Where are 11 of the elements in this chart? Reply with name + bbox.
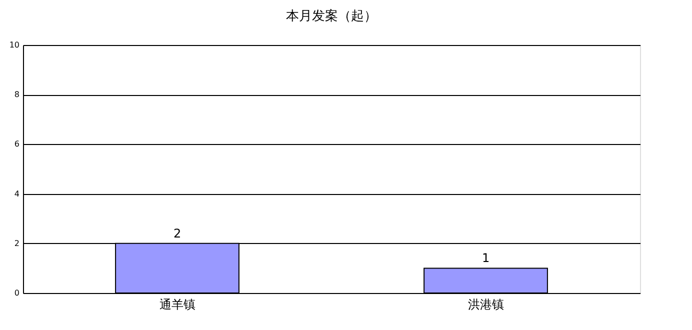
- y-tick-label: 0: [14, 288, 20, 298]
- y-tick-label: 2: [14, 238, 20, 248]
- y-tick-label: 4: [14, 189, 20, 198]
- y-tick-label: 8: [14, 90, 20, 100]
- data-label: 1: [482, 251, 490, 266]
- x-tick-label: 通羊镇: [159, 298, 196, 312]
- chart-title: 本月发案（起）: [286, 8, 377, 24]
- y-tick-label: 6: [14, 140, 20, 149]
- x-tick-label: 洪港镇: [468, 298, 504, 312]
- data-label: 2: [173, 226, 182, 240]
- y-tick-label: 10: [9, 40, 20, 50]
